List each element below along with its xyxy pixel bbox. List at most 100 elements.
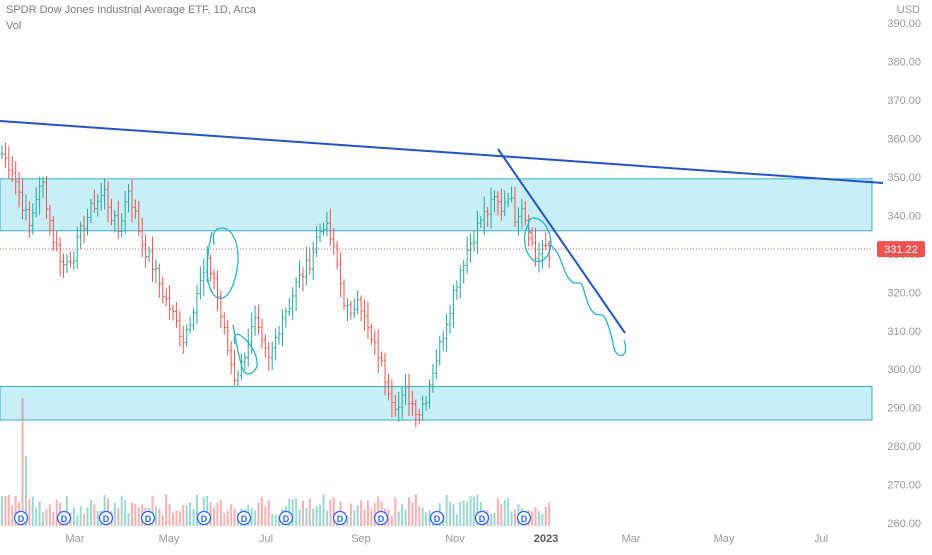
price-tick-label: 350.00 [887, 172, 921, 184]
projection-path[interactable] [547, 242, 627, 357]
price-bar [243, 352, 247, 371]
price-bar [496, 191, 500, 216]
dividend-marker[interactable]: D [13, 510, 29, 526]
dividend-marker[interactable]: D [373, 510, 389, 526]
price-bar [181, 325, 185, 355]
volume-bar [130, 502, 133, 526]
dividend-marker-letter: D [103, 514, 110, 524]
price-bar [530, 227, 534, 247]
volume-bar [490, 513, 493, 526]
price-bar [92, 189, 96, 213]
price-bar [27, 201, 31, 239]
volume-bar [38, 501, 41, 526]
volume-bar [322, 494, 325, 526]
drawings[interactable] [0, 120, 884, 375]
volume-bar [96, 510, 99, 526]
volume-bar [428, 509, 431, 526]
price-tick-label: 270.00 [887, 480, 921, 492]
dividend-marker[interactable]: D [98, 510, 114, 526]
price-axis[interactable]: 390.00380.00370.00360.00350.00340.00330.… [887, 18, 921, 530]
volume-bar [500, 504, 503, 526]
price-tick-label: 310.00 [887, 326, 921, 338]
price-bar [458, 265, 462, 299]
volume-bar [534, 507, 537, 526]
price-bar [69, 251, 72, 268]
volume-bar [11, 505, 14, 526]
price-bar [308, 247, 312, 275]
price-bar [523, 201, 527, 226]
dividend-marker[interactable]: D [474, 510, 490, 526]
dividend-marker[interactable]: D [332, 510, 348, 526]
price-bar [168, 285, 171, 321]
price-bar [260, 318, 264, 349]
price-bar [216, 270, 219, 312]
price-bar [4, 142, 7, 168]
price-bar [441, 330, 445, 352]
volume-bar [356, 505, 359, 526]
dividend-marker[interactable]: D [429, 510, 445, 526]
volume-bar [541, 514, 544, 526]
price-bar [212, 269, 216, 289]
dividend-marker[interactable]: D [140, 510, 156, 526]
price-bar [455, 280, 459, 300]
price-bar [363, 299, 366, 331]
last-price-tag: 331.22 [877, 241, 925, 258]
long-trendline[interactable] [0, 120, 884, 184]
dividend-marker[interactable]: D [278, 510, 294, 526]
price-bar [147, 246, 151, 262]
bracket-drawing-1[interactable] [232, 324, 258, 375]
price-bar [380, 351, 384, 367]
volume-bar [466, 501, 469, 526]
time-axis[interactable]: Mar May Jul Sep Nov 2023 Mar May Jul [66, 533, 829, 545]
volume-bar [271, 513, 274, 526]
time-tick-label: Mar [66, 533, 85, 545]
price-bar [58, 237, 62, 276]
volume-bar [421, 508, 424, 526]
time-tick-label: Mar [622, 533, 641, 545]
price-bar [246, 328, 250, 367]
volume-bar [298, 509, 301, 526]
dividend-marker[interactable]: D [516, 510, 532, 526]
dividend-marker[interactable]: D [196, 510, 212, 526]
price-bar [291, 287, 295, 321]
ellipse-drawing-2[interactable] [523, 217, 552, 262]
volume-bar [254, 510, 257, 526]
currency-label: USD [896, 4, 920, 16]
price-tick-label: 280.00 [887, 441, 921, 453]
volume-bar [387, 509, 390, 526]
volume-bar [161, 514, 164, 526]
volume-bar [510, 511, 513, 526]
volume-bar [353, 510, 356, 526]
price-bar [154, 259, 158, 284]
price-bar [376, 329, 380, 374]
price-bar [185, 324, 189, 347]
price-tick-label: 390.00 [887, 18, 921, 30]
ellipse-drawing-1[interactable] [206, 227, 239, 299]
price-bar [332, 227, 336, 255]
zone-1 [0, 386, 873, 421]
volume-bar [308, 498, 311, 526]
price-bar [349, 300, 353, 320]
price-bar [383, 353, 387, 396]
dividend-marker[interactable]: D [56, 510, 72, 526]
volume-bar [1, 496, 3, 526]
volume-bar [548, 501, 551, 526]
volume-bar [278, 515, 281, 526]
volume-bar [185, 505, 188, 526]
volume-bar [493, 513, 496, 526]
price-bar [335, 241, 339, 270]
volume-bar [14, 495, 17, 526]
price-bar [31, 203, 35, 235]
short-trendline[interactable] [497, 148, 626, 334]
dividend-marker[interactable]: D [236, 510, 252, 526]
price-bar [465, 236, 469, 274]
price-bar [270, 341, 274, 370]
volume-bar [216, 502, 219, 526]
volume-bar [65, 496, 68, 526]
volume-bar [264, 506, 267, 526]
price-bar [79, 221, 83, 250]
price-bar [267, 341, 271, 371]
